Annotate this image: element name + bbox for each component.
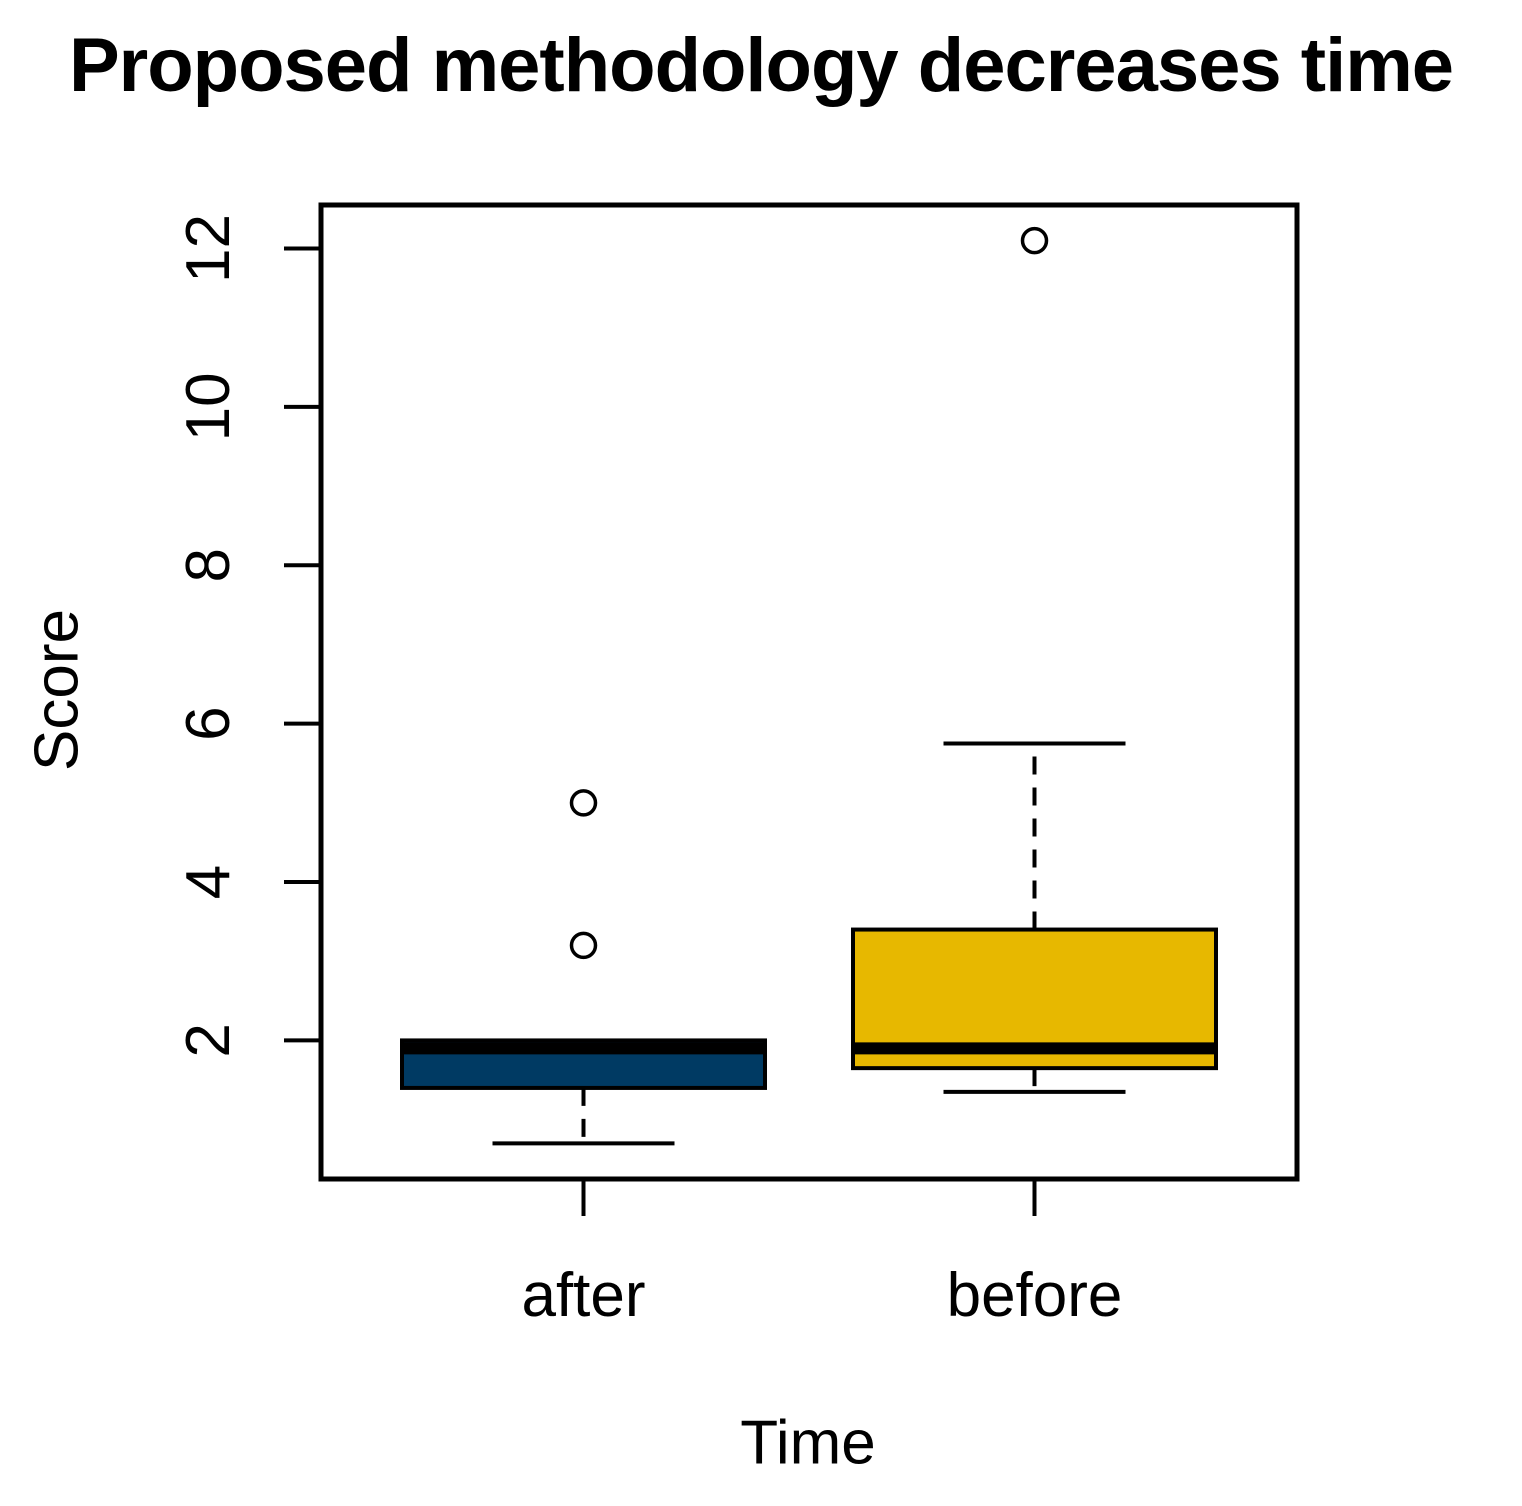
y-tick-label: 10 <box>174 372 243 441</box>
y-tick-label: 2 <box>174 1023 243 1057</box>
after-outlier <box>569 789 598 817</box>
x-tick-label: before <box>947 1261 1123 1330</box>
y-tick-label: 12 <box>174 214 243 283</box>
x-axis-label: Time <box>740 1408 876 1478</box>
after-outlier <box>569 931 598 960</box>
before-outlier <box>1020 226 1049 255</box>
y-tick-label: 4 <box>174 865 243 899</box>
y-tick-label: 8 <box>174 548 243 582</box>
plot-border <box>318 202 1300 1182</box>
x-tick-label: after <box>521 1261 645 1330</box>
chart-title: Proposed methodology decreases time <box>68 23 1454 108</box>
y-tick-label: 6 <box>174 706 243 740</box>
